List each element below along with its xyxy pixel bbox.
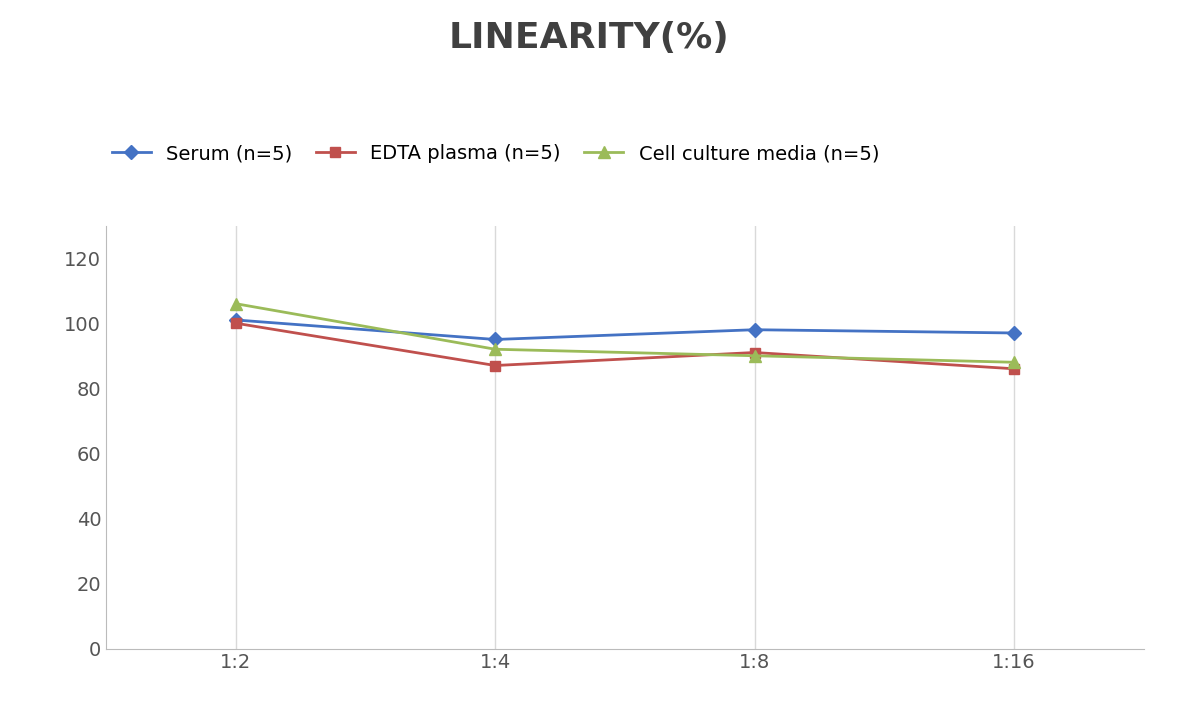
Serum (n=5) — [1007, 329, 1021, 337]
Serum (n=5) — [488, 336, 502, 344]
Cell culture media (n=5) — [1007, 358, 1021, 367]
Cell culture media (n=5) — [229, 300, 243, 308]
Cell culture media (n=5) — [747, 352, 762, 360]
EDTA plasma (n=5) — [488, 361, 502, 369]
Legend: Serum (n=5), EDTA plasma (n=5), Cell culture media (n=5): Serum (n=5), EDTA plasma (n=5), Cell cul… — [104, 137, 887, 171]
Line: EDTA plasma (n=5): EDTA plasma (n=5) — [231, 319, 1019, 374]
Line: Serum (n=5): Serum (n=5) — [231, 315, 1019, 344]
EDTA plasma (n=5) — [747, 348, 762, 357]
Line: Cell culture media (n=5): Cell culture media (n=5) — [230, 298, 1020, 368]
Serum (n=5) — [229, 316, 243, 324]
Text: LINEARITY(%): LINEARITY(%) — [449, 21, 730, 55]
EDTA plasma (n=5) — [229, 319, 243, 327]
Serum (n=5) — [747, 326, 762, 334]
Cell culture media (n=5) — [488, 345, 502, 353]
EDTA plasma (n=5) — [1007, 364, 1021, 373]
